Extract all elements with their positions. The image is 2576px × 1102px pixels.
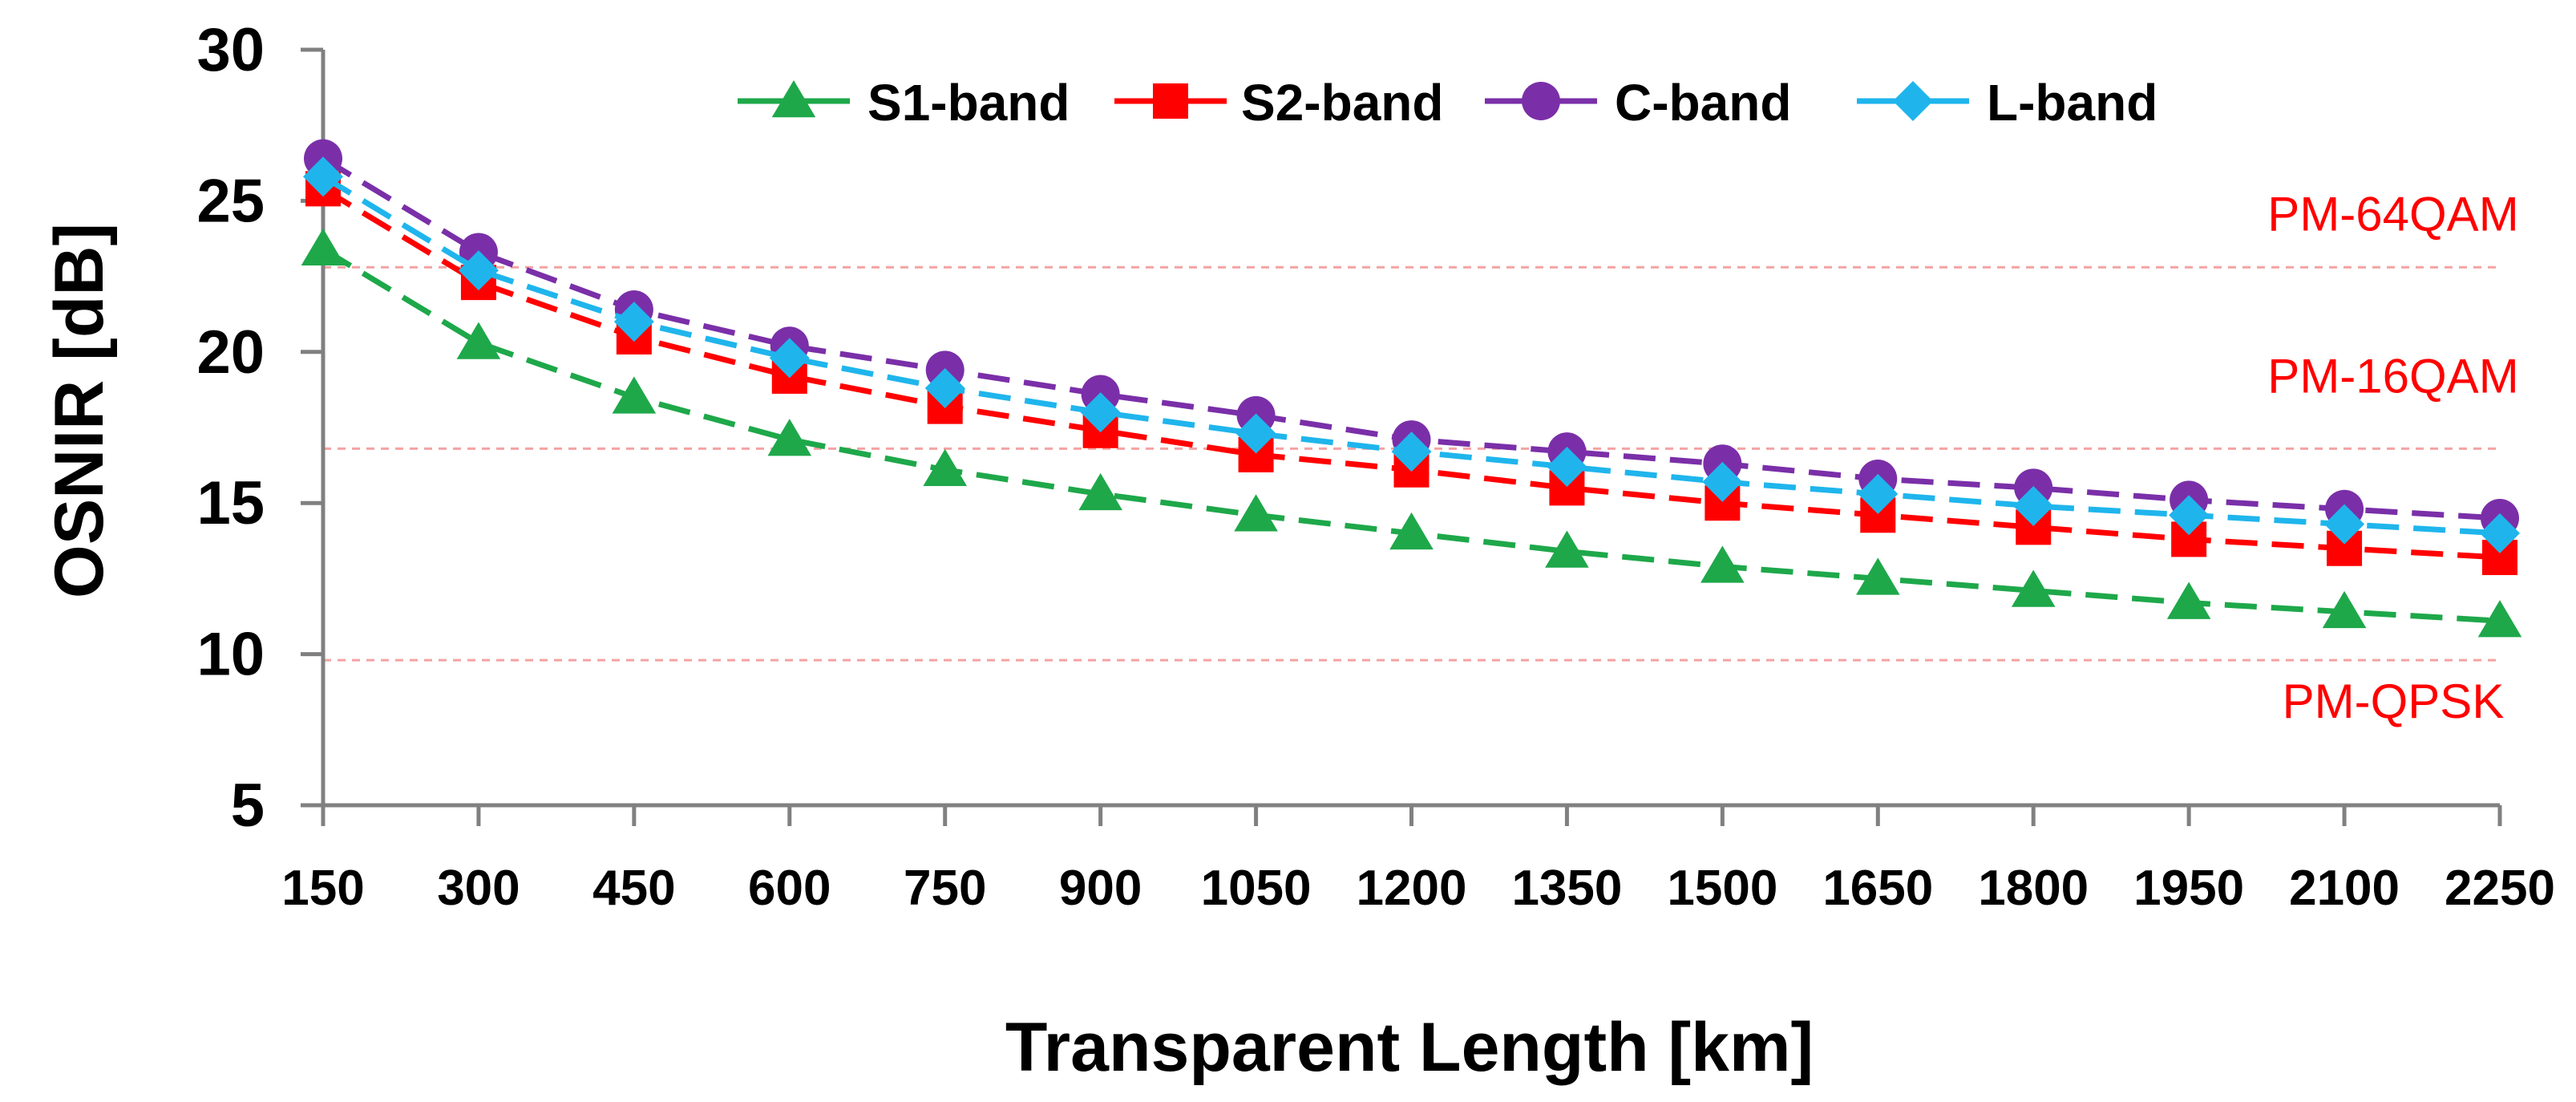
legend-item-l-band: L-band xyxy=(1857,74,2157,132)
point-l-band-1200 xyxy=(1391,431,1432,472)
x-tick-label-900: 900 xyxy=(1059,861,1142,916)
point-l-band-1050 xyxy=(1235,413,1276,454)
y-axis-title: OSNIR [dB] xyxy=(41,223,118,598)
x-tick-label-150: 150 xyxy=(281,861,364,916)
point-l-band-1800 xyxy=(2013,485,2054,526)
point-l-band-750 xyxy=(924,368,965,409)
legend-label-c-band: C-band xyxy=(1615,74,1791,132)
point-s1-band-2250 xyxy=(2477,600,2522,638)
y-tick-label-20: 20 xyxy=(196,318,265,387)
point-l-band-1950 xyxy=(2169,495,2210,536)
point-s1-band-750 xyxy=(923,448,968,487)
point-l-band-600 xyxy=(769,338,810,379)
point-s1-band-1350 xyxy=(1545,530,1589,568)
point-s1-band-1950 xyxy=(2166,581,2211,619)
threshold-label-0: PM-64QAM xyxy=(2267,187,2518,241)
legend-marker-c-band xyxy=(1522,82,1560,120)
point-l-band-2250 xyxy=(2480,513,2520,553)
legend-item-s1-band: S1-band xyxy=(738,74,1070,132)
legend-marker-s2-band xyxy=(1153,83,1188,119)
point-s1-band-1500 xyxy=(1700,545,1745,583)
y-tick-label-15: 15 xyxy=(196,469,265,537)
point-s1-band-1650 xyxy=(1855,557,1900,595)
data-series xyxy=(301,139,2522,638)
x-tick-label-1950: 1950 xyxy=(2133,861,2244,916)
x-tick-label-1200: 1200 xyxy=(1357,861,1467,916)
legend-label-s1-band: S1-band xyxy=(867,74,1070,132)
y-tick-label-30: 30 xyxy=(196,16,265,84)
legend-marker-l-band xyxy=(1893,81,1933,121)
threshold-label-2: PM-QPSK xyxy=(2283,675,2505,728)
threshold-label-1: PM-16QAM xyxy=(2267,349,2518,403)
point-s1-band-1050 xyxy=(1234,494,1278,532)
point-s1-band-2100 xyxy=(2322,590,2367,629)
point-s1-band-300 xyxy=(456,322,501,359)
x-tick-label-450: 450 xyxy=(592,861,675,916)
point-s1-band-900 xyxy=(1078,472,1122,511)
legend-item-c-band: C-band xyxy=(1485,74,1791,132)
point-l-band-150 xyxy=(303,156,343,197)
x-tick-label-2250: 2250 xyxy=(2445,861,2555,916)
legend-label-s2-band: S2-band xyxy=(1241,74,1443,132)
point-l-band-900 xyxy=(1080,392,1121,433)
series-s1-band xyxy=(301,228,2522,638)
x-axis-title: Transparent Length [km] xyxy=(1005,1009,1814,1086)
point-l-band-450 xyxy=(613,302,654,342)
x-tick-label-600: 600 xyxy=(748,861,831,916)
legend: S1-band S2-band C-band L-band xyxy=(738,74,2157,132)
y-tick-label-10: 10 xyxy=(196,621,265,689)
x-tick-label-300: 300 xyxy=(437,861,520,916)
point-s1-band-450 xyxy=(612,376,657,414)
point-l-band-1350 xyxy=(1547,446,1587,487)
x-tick-label-750: 750 xyxy=(904,861,986,916)
x-tick-label-1500: 1500 xyxy=(1667,861,1777,916)
point-s1-band-1200 xyxy=(1389,512,1434,550)
legend-item-s2-band: S2-band xyxy=(1114,74,1443,132)
point-l-band-2100 xyxy=(2324,504,2365,545)
x-tick-label-2100: 2100 xyxy=(2289,861,2400,916)
point-s1-band-600 xyxy=(767,419,812,456)
point-l-band-300 xyxy=(458,250,499,291)
point-l-band-1500 xyxy=(1702,461,1743,502)
x-tick-label-1650: 1650 xyxy=(1822,861,1933,916)
series-l-band xyxy=(303,156,2520,553)
x-tick-label-1350: 1350 xyxy=(1511,861,1622,916)
legend-marker-s1-band xyxy=(771,80,816,118)
legend-label-l-band: L-band xyxy=(1987,74,2157,132)
y-tick-label-5: 5 xyxy=(231,772,265,840)
point-l-band-1650 xyxy=(1858,473,1899,514)
point-s1-band-150 xyxy=(301,228,346,265)
x-tick-label-1050: 1050 xyxy=(1201,861,1312,916)
x-tick-label-1800: 1800 xyxy=(1978,861,2089,916)
point-s1-band-1800 xyxy=(2011,569,2056,607)
y-tick-label-25: 25 xyxy=(196,167,265,235)
